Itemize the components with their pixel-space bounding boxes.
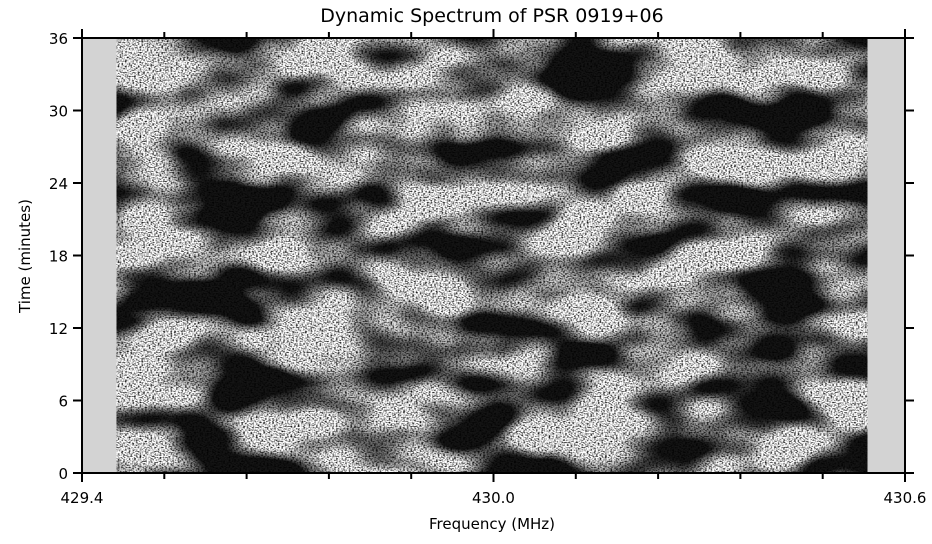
x-axis-label: Frequency (MHz) [429, 515, 555, 533]
chart-title: Dynamic Spectrum of PSR 0919+06 [320, 5, 664, 27]
x-tick-label: 429.4 [61, 489, 104, 507]
y-tick-label: 24 [49, 175, 68, 193]
y-tick-label: 18 [49, 248, 68, 266]
x-tick-label: 430.6 [884, 489, 927, 507]
y-tick-label: 30 [49, 103, 68, 121]
x-tick-label: 430.0 [472, 489, 515, 507]
y-tick-label: 12 [49, 320, 68, 338]
y-tick-label: 0 [58, 465, 68, 483]
y-axis-label: Time (minutes) [16, 199, 34, 314]
y-tick-label: 36 [49, 30, 68, 48]
y-tick-label: 6 [58, 393, 68, 411]
spectrum-image [116, 38, 868, 473]
